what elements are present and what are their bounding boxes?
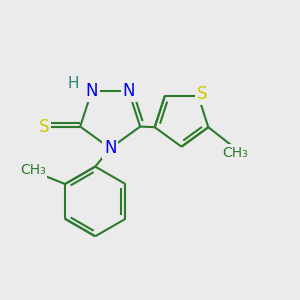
Text: S: S — [38, 118, 49, 136]
Text: N: N — [122, 82, 135, 100]
Text: S: S — [197, 85, 207, 103]
Text: CH₃: CH₃ — [20, 163, 46, 177]
Text: H: H — [68, 76, 79, 91]
Text: N: N — [104, 139, 116, 157]
Text: CH₃: CH₃ — [222, 146, 248, 160]
Text: N: N — [85, 82, 98, 100]
